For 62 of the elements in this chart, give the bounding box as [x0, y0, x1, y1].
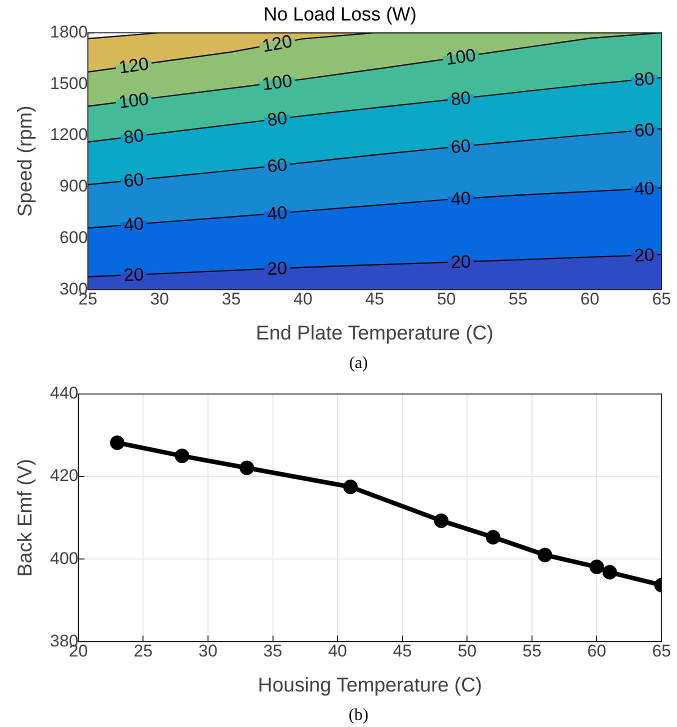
series-label: 20: [266, 258, 288, 279]
x-tick-label: 40: [294, 289, 312, 308]
text: 40: [450, 188, 472, 210]
y-tick-label: 1500: [50, 74, 88, 93]
point: [343, 480, 358, 494]
y-tick-label: 900: [59, 176, 88, 196]
text: 20: [634, 244, 655, 266]
x-tick-label: 45: [392, 641, 412, 660]
x-tick-label: 35: [222, 289, 241, 308]
x-tick-label: 25: [134, 641, 153, 660]
x-tick-label: 55: [508, 289, 528, 308]
text: 100: [444, 44, 478, 69]
text: 20: [450, 251, 472, 272]
point: [589, 560, 604, 574]
chart-title: No Load Loss (W): [263, 4, 417, 26]
series-label: 120: [260, 30, 294, 56]
x-tick-label: 50: [436, 289, 456, 308]
text: 60: [266, 154, 288, 176]
y-tick-label: 440: [50, 384, 78, 403]
text: 40: [122, 214, 144, 236]
point: [602, 565, 617, 580]
text: (b): [348, 704, 370, 726]
x-axis-title: Housing Temperature (C): [258, 674, 482, 697]
y-axis-title: Back Emf (V): [14, 458, 37, 577]
x-tick-label: 40: [328, 641, 348, 660]
x-tick-label: 35: [263, 641, 282, 660]
x-tick-label: 30: [150, 289, 169, 308]
point: [538, 548, 552, 562]
x-tick-label: 65: [652, 641, 672, 660]
text: 60: [450, 135, 472, 158]
text: 100: [260, 70, 294, 94]
x-axis-title: End Plate Temperature (C): [256, 322, 494, 345]
text: 80: [266, 108, 288, 130]
x-tick-label: 65: [652, 289, 672, 308]
x-tick-label: 60: [587, 641, 606, 660]
x-tick-label: 60: [580, 289, 600, 308]
x-tick-label: 45: [365, 289, 384, 308]
series-label: 100: [118, 88, 150, 112]
y-tick-label: 1200: [50, 125, 88, 144]
text: (a): [348, 352, 369, 374]
point: [110, 435, 124, 450]
text: 120: [117, 54, 150, 78]
x-tick-label: 30: [198, 641, 218, 660]
series-label: 40: [266, 202, 288, 224]
text: 40: [634, 178, 655, 200]
y-tick-label: 420: [50, 466, 78, 486]
y-axis-title: Speed (rpm): [14, 106, 37, 217]
text: 80: [122, 125, 145, 148]
point: [240, 460, 254, 476]
text: 80: [633, 68, 656, 90]
point: [486, 530, 500, 544]
y-tick-label: 400: [50, 548, 78, 568]
y-tick-label: 600: [59, 228, 88, 247]
text: 60: [634, 119, 656, 141]
x-tick-label: 50: [458, 641, 477, 660]
x-tick-label: 55: [522, 641, 542, 660]
series-label: 80: [450, 87, 472, 110]
text: 20: [123, 264, 144, 286]
series-label: 60: [122, 169, 145, 192]
point: [434, 513, 448, 528]
point: [174, 448, 190, 464]
y-tick-label: 1800: [50, 22, 88, 42]
